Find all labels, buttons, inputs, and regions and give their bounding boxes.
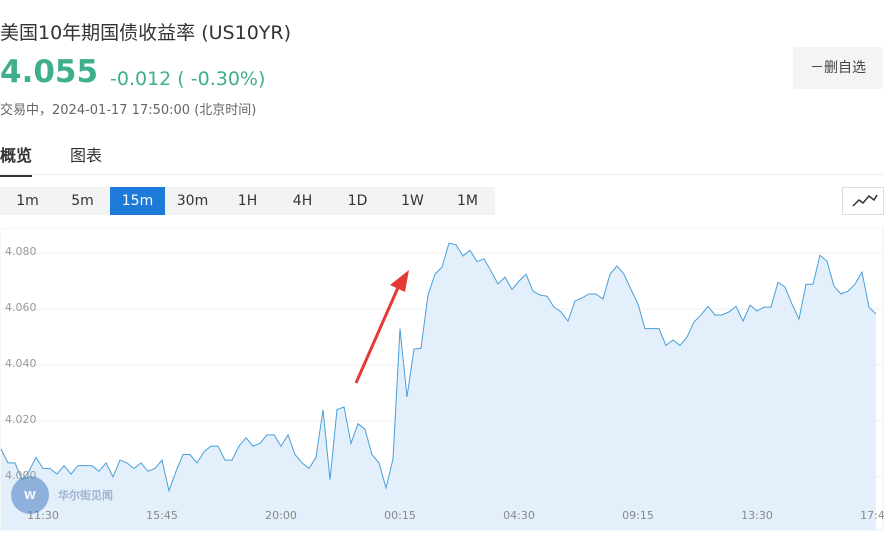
x-tick-label: 15:45 bbox=[146, 509, 178, 522]
area bbox=[1, 243, 876, 530]
tabs: 概览 图表 bbox=[0, 142, 140, 177]
arrow bbox=[354, 282, 402, 384]
tab[interactable]: 概览 bbox=[0, 146, 33, 177]
interval[interactable]: 30m bbox=[176, 193, 209, 209]
interval[interactable]: 1D bbox=[347, 193, 368, 209]
intervals: 1m 5m 15m 30m 1H 4H 1D 1W 1M bbox=[0, 187, 495, 215]
interval[interactable]: 1H bbox=[237, 193, 258, 209]
watermark: W 华尔街见闻 bbox=[11, 476, 113, 514]
title: 美国10年期国债收益率 (US10YR) bbox=[0, 18, 291, 45]
x-tick-label: 09:15 bbox=[622, 509, 654, 522]
x-tick-label: 17:45 bbox=[860, 509, 884, 522]
interval[interactable]: 1m bbox=[16, 193, 39, 209]
interval[interactable]: 1W bbox=[401, 193, 424, 209]
x-tick-label: 04:30 bbox=[503, 509, 535, 522]
tab[interactable]: 图表 bbox=[70, 146, 103, 165]
name: 美国10年期国债收益率 bbox=[0, 22, 196, 44]
interval[interactable]: 15m bbox=[110, 187, 165, 215]
y-tick-label: 4.080 bbox=[5, 245, 37, 258]
x-tick-label: 13:30 bbox=[741, 509, 773, 522]
status: 交易中，2024-01-17 17:50:00 (北京时间) bbox=[0, 103, 257, 118]
y-tick-label: 4.040 bbox=[5, 357, 37, 370]
change-pct: ( -0.30%) bbox=[177, 68, 266, 90]
symbol: (US10YR) bbox=[201, 22, 292, 44]
y-tick-label: 4.060 bbox=[5, 301, 37, 314]
price: 4.055 bbox=[0, 54, 99, 90]
chart-style-button[interactable] bbox=[842, 187, 884, 215]
interval[interactable]: 1M bbox=[457, 193, 478, 209]
watermark-text: 华尔街见闻 bbox=[58, 488, 113, 502]
change: -0.012 ( -0.30%) bbox=[110, 68, 265, 90]
watermark-logo bbox=[11, 476, 49, 514]
watermark-letter: W bbox=[24, 489, 36, 502]
divider bbox=[0, 174, 883, 175]
icon bbox=[852, 194, 878, 207]
remove-watchlist[interactable]: －删自选 bbox=[793, 47, 883, 89]
change-abs: -0.012 bbox=[110, 68, 172, 90]
line bbox=[0, 242, 877, 493]
y-tick-label: 4.020 bbox=[5, 413, 37, 426]
interval[interactable]: 5m bbox=[71, 193, 94, 209]
arrow-head bbox=[390, 270, 409, 292]
x-tick-label: 20:00 bbox=[265, 509, 297, 522]
interval[interactable]: 4H bbox=[292, 193, 313, 209]
x-tick-label: 00:15 bbox=[384, 509, 416, 522]
